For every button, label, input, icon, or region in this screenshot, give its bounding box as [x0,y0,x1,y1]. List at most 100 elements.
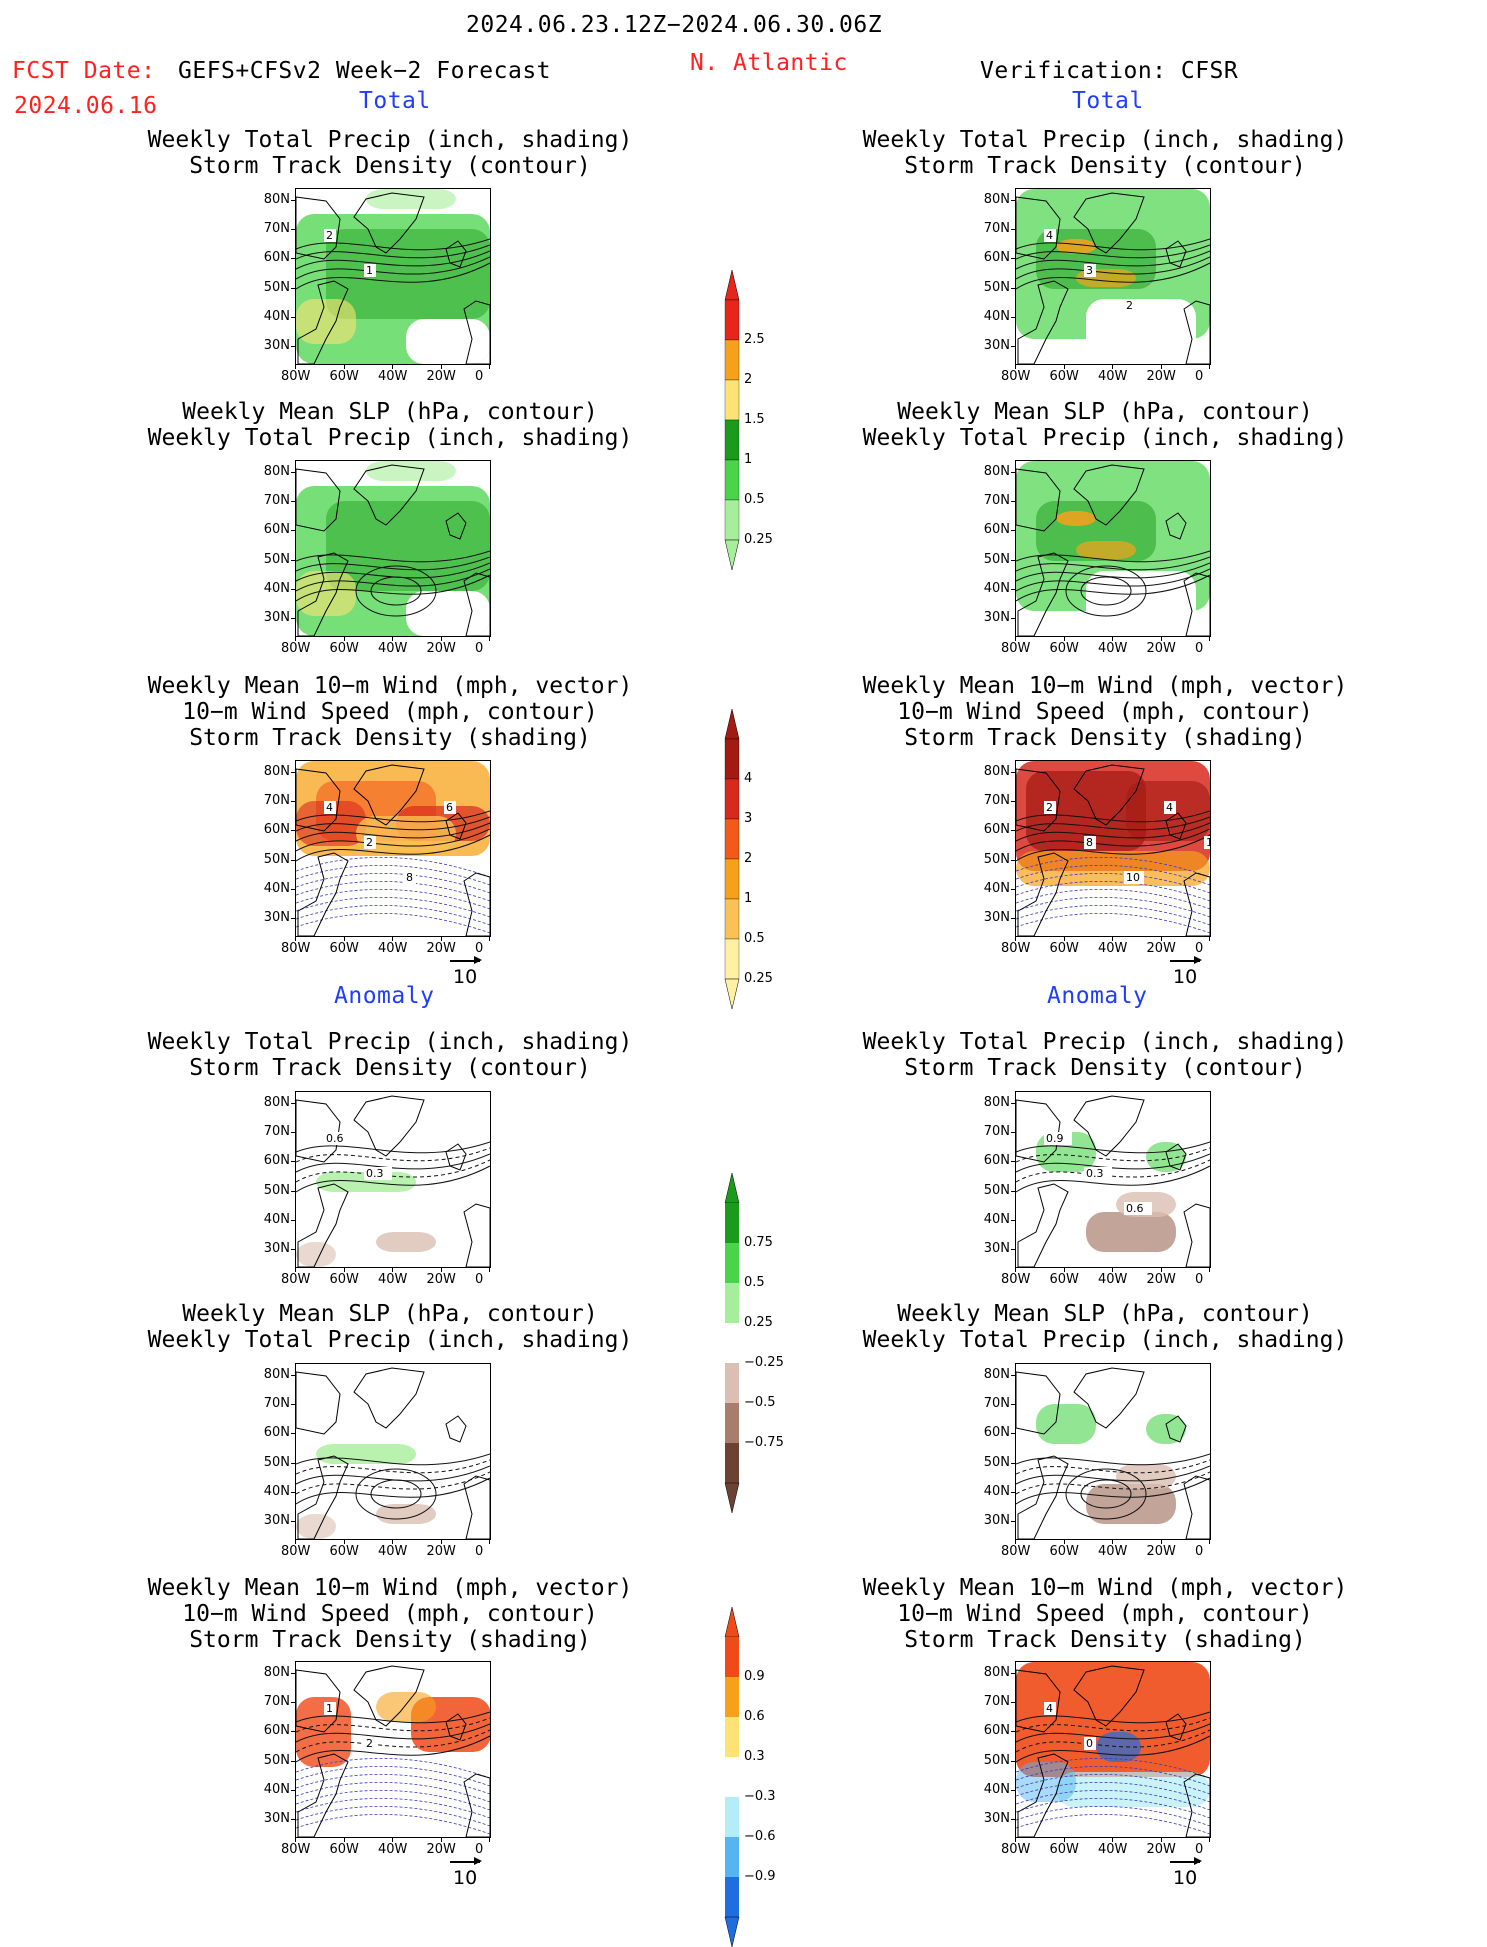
contour-line [1016,1459,1210,1475]
latitude-tick [291,559,295,561]
contour-label-bg [404,871,416,884]
panel-title: Weekly Total Precip (inch, shading) Storm… [825,1029,1385,1081]
contour-line [1016,1717,1210,1733]
vector-reference-arrow [1170,1858,1202,1864]
panel-title-line: Weekly Mean 10−m Wind (mph, vector) [862,1575,1348,1601]
colorbar-label: 0.5 [744,1275,765,1290]
panel-title-line: 10−m Wind Speed (mph, contour) [182,1601,598,1627]
map-canvas [296,461,490,636]
contour-label: 12 [1206,836,1210,849]
contour-label-bg [1084,1737,1096,1750]
contour-line [296,1465,490,1485]
contour-line [1016,256,1210,280]
longitude-tick [1160,1838,1162,1842]
longitude-label: 60W [1049,1842,1079,1857]
map-canvas: 4 3 2 [1016,189,1210,364]
coastline [463,300,490,364]
latitude-tick [291,1760,295,1762]
contour-label: 2 [326,229,333,242]
contour-label: 1 [366,264,373,277]
contour-label: 2 [366,836,373,849]
latitude-label: 30N [983,1811,1010,1826]
contour-label-bg [1084,1167,1112,1180]
latitude-label: 50N [263,279,290,295]
latitude-tick [1011,1731,1015,1733]
longitude-tick [1015,637,1016,641]
latitude-label: 60N [263,822,290,838]
verification-label: Verification: CFSR [980,58,1239,84]
shading-region [406,319,490,364]
colorbar-segment [725,1677,739,1717]
latitude-tick [1011,618,1015,619]
longitude-tick [1063,1268,1065,1272]
contour-line [296,1729,490,1753]
longitude-tick [1015,365,1016,369]
shading-region [1076,541,1136,559]
latitude-tick [291,1521,295,1522]
colorbar-label: 0.9 [744,1669,765,1684]
contour-line [1016,1147,1210,1163]
latitude-label: 80N [263,1095,290,1110]
colorbar-top-triangle [724,709,740,740]
pressure-contour [1065,565,1147,617]
latitude-tick [1011,472,1015,473]
panel-title-line: 10−m Wind Speed (mph, contour) [182,699,598,725]
panel-title-line: Storm Track Density (shading) [904,725,1306,751]
panel-title-line: Weekly Total Precip (inch, shading) [862,127,1348,153]
pressure-contour [370,576,422,606]
shading-region [1086,1212,1176,1252]
contour-label-bg [1044,229,1056,242]
coastline [353,464,425,526]
vector-reference-arrow [450,957,482,963]
longitude-label: 0 [475,941,484,956]
contour-line [296,250,490,270]
contour-line [1016,262,1210,290]
coastline [1016,1371,1061,1435]
contour-line [296,810,490,823]
panel-title-line: Weekly Mean SLP (hPa, contour) [897,399,1313,425]
contour-line [1016,1729,1210,1753]
shading-region [356,816,456,851]
latitude-tick [1011,258,1015,260]
latitude-tick [1011,229,1015,231]
contour-line [296,1453,490,1466]
longitude-tick [392,637,393,641]
panel-title-line: Weekly Mean 10−m Wind (mph, vector) [147,673,633,699]
map-canvas [296,1367,490,1539]
longitude-label: 0 [475,641,484,656]
contour-line [1016,1711,1210,1724]
longitude-label: 40W [378,641,408,656]
section-anomaly-right: Anomaly [1047,983,1148,1009]
coastline [296,468,341,532]
latitude-label: 30N [263,1241,290,1256]
latitude-label: 40N [263,1211,290,1227]
contour-label-bg [1084,264,1096,277]
panel-title-line: Weekly Total Precip (inch, shading) [147,1327,633,1353]
wind-streamline [296,856,490,878]
latitude-tick [1011,1219,1015,1221]
colorbar-segment [724,339,740,381]
coastline [1016,468,1061,532]
latitude-tick [1011,530,1015,532]
colorbar-segment [725,1243,739,1283]
coastline [1017,280,1069,364]
contour-line [296,834,490,862]
latitude-tick [1011,1673,1015,1674]
vector-reference-value: 10 [1173,966,1198,988]
colorbar-top-triangle [724,270,740,301]
latitude-tick [1011,859,1015,861]
latitude-tick [1011,501,1015,503]
latitude-label: 40N [263,308,290,324]
coastline [1073,192,1145,254]
page-title: 2024.06.23.12Z−2024.06.30.06Z [466,12,883,38]
latitude-tick [1011,1103,1015,1104]
contour-line [296,1735,490,1763]
map-canvas: 0.9 0.3 0.6 [1016,1095,1210,1267]
longitude-tick [489,1838,490,1842]
longitude-tick [1063,937,1065,941]
colorbar-label: −0.25 [744,1355,784,1370]
longitude-label: 20W [1146,1842,1176,1857]
colorbar-label: 1 [744,452,753,467]
contour-line [1016,1453,1210,1466]
contour-label: 2 [1126,299,1133,312]
